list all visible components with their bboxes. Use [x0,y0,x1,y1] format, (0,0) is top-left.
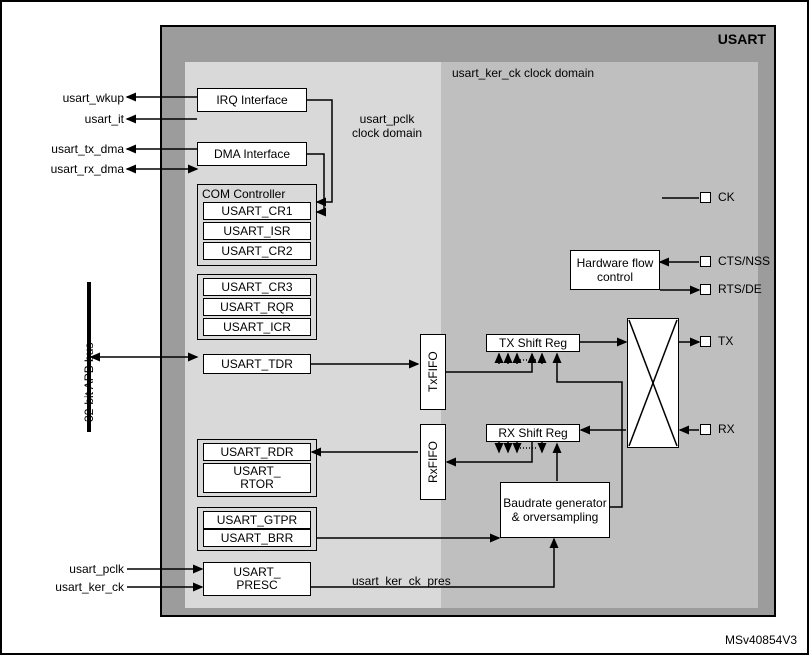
sig-usart-pclk: usart_pclk [28,562,124,576]
hw-flow-control-block: Hardware flow control [570,250,660,290]
usart-title: USART [718,31,766,47]
usart-cr2-reg: USART_CR2 [203,242,311,260]
pin-rx [700,424,711,435]
pin-rts-label: RTS/DE [718,282,762,296]
pclk-clock-domain-label: usart_pclk clock domain [352,112,422,141]
pin-rx-label: RX [718,422,735,436]
com-controller-label: COM Controller [202,187,285,201]
pin-cts [700,256,711,267]
usart-isr-reg: USART_ISR [203,222,311,240]
usart-presc-reg: USART_ PRESC [203,562,311,596]
rxfifo-block: RxFIFO [420,424,446,500]
apb-bus-label: 32-bit APB bus [82,343,96,422]
usart-brr-reg: USART_BRR [203,529,311,547]
sig-usart-it: usart_it [28,112,124,126]
sig-usart-tx-dma: usart_tx_dma [28,142,124,156]
pin-tx [700,336,711,347]
irq-interface-block: IRQ Interface [197,88,307,112]
pin-ck [700,192,711,203]
sig-usart-wkup: usart_wkup [28,91,124,105]
usart-rqr-reg: USART_RQR [203,298,311,316]
sig-usart-rx-dma: usart_rx_dma [28,162,124,176]
crossbar-block [627,318,679,448]
usart-cr1-reg: USART_CR1 [203,202,311,220]
baudrate-block: Baudrate generator & orversampling [500,482,610,538]
usart-gtpr-reg: USART_GTPR [203,511,311,529]
usart-rdr-reg: USART_RDR [203,443,311,461]
sig-usart-ker-ck: usart_ker_ck [28,580,124,594]
ker-clock-domain-label: usart_ker_ck clock domain [452,66,594,80]
rx-shift-reg: RX Shift Reg [486,424,580,442]
pin-rts [700,284,711,295]
txfifo-block: TxFIFO [420,334,446,410]
dma-interface-block: DMA Interface [197,142,307,166]
diagram-canvas: USART usart_ker_ck clock domain usart_pc… [0,0,809,655]
ker-pres-label: usart_ker_ck_pres [352,574,451,588]
usart-tdr-reg: USART_TDR [203,354,311,374]
tx-shift-reg: TX Shift Reg [486,334,580,352]
usart-rtor-reg: USART_ RTOR [203,463,311,493]
doc-reference: MSv40854V3 [725,633,797,647]
pin-ck-label: CK [718,190,735,204]
pin-tx-label: TX [718,334,733,348]
usart-icr-reg: USART_ICR [203,318,311,336]
usart-cr3-reg: USART_CR3 [203,278,311,296]
pin-cts-label: CTS/NSS [718,254,770,268]
